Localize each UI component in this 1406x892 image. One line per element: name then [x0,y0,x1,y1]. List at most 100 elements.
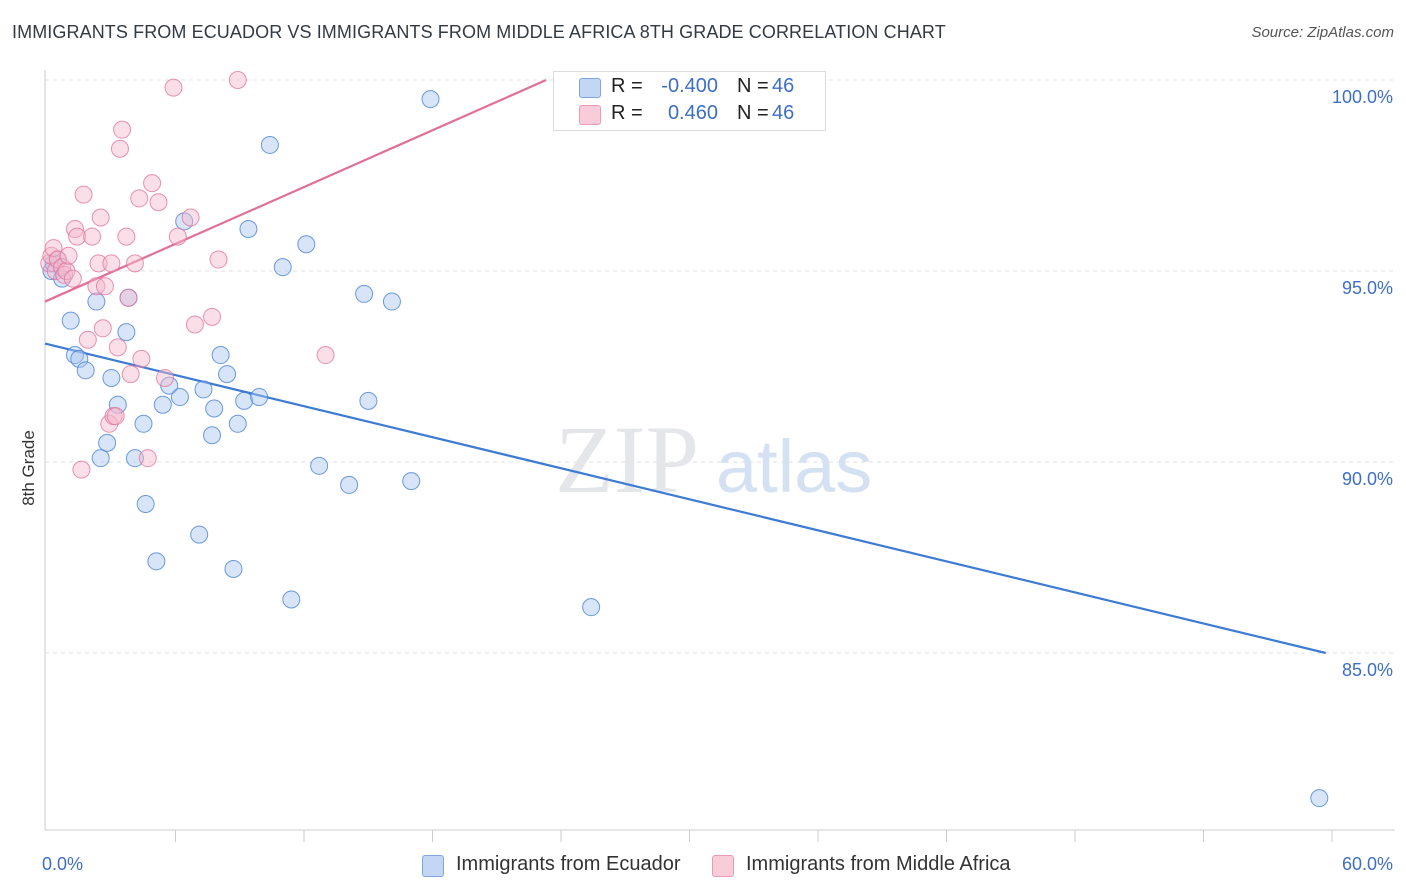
middle-africa-point [93,319,112,338]
ecuador-swatch [579,78,601,98]
ecuador-point [211,346,230,365]
y-tick-label: 85.0% [1342,660,1393,680]
ecuador-point [382,292,401,311]
ecuador-point [1310,789,1329,808]
middle-africa-point [130,189,149,208]
y-tick-labels: 100.0% 95.0% 90.0% 85.0% [1332,87,1393,680]
x-tick-label: 60.0% [1342,854,1393,874]
r-value: 0.460 [667,102,718,124]
middle-africa-point [63,269,82,288]
middle-africa-point [164,78,183,97]
ecuador-point [421,90,440,109]
ecuador-point [260,135,279,154]
middle-africa-point [95,277,114,296]
y-tick-label: 100.0% [1332,87,1393,107]
middle-africa-point [149,193,168,212]
ecuador-point [87,292,106,311]
ecuador-point [218,365,237,384]
y-tick-label: 95.0% [1342,278,1393,298]
middle-africa-legend-swatch [712,855,734,877]
r-label: R = [611,102,643,124]
ecuador-point [134,414,153,433]
r-value: -0.400 [661,75,718,97]
ecuador-point [297,235,316,254]
chart-title: IMMIGRANTS FROM ECUADOR VS IMMIGRANTS FR… [12,22,946,42]
r-label: R = [611,75,643,97]
ecuador-point [235,391,254,410]
middle-africa-trendline [44,78,547,303]
ecuador-point [91,449,110,468]
middle-africa-point [168,227,187,246]
middle-africa-point [44,239,63,258]
x-tick-label: 0.0% [42,854,83,874]
middle-africa-point [72,460,91,479]
middle-africa-point [110,139,129,158]
n-label: N = [737,75,769,97]
ecuador-point [582,598,601,617]
middle-africa-point [132,349,151,368]
middle-africa-point [68,227,87,246]
middle-africa-point [108,338,127,357]
ecuador-point [70,349,89,368]
middle-africa-point [209,250,228,269]
ecuador-point [102,368,121,387]
ecuador-point [340,475,359,494]
y-tick-label: 90.0% [1342,469,1393,489]
middle-africa-point [181,208,200,227]
middle-africa-point [138,449,157,468]
n-value: 46 [772,75,795,97]
n-value: 46 [772,102,795,124]
trendlines [44,78,1326,655]
ecuador-point [273,258,292,277]
middle-africa-point [59,246,78,265]
gridlines [45,79,1395,654]
data-points [40,71,1329,808]
middle-africa-point [106,407,125,426]
middle-africa-point [74,185,93,204]
ecuador-point [98,433,117,452]
ecuador-point [153,395,172,414]
stats-legend: R = -0.400 N = 46 R = 0.460 N = 46 [553,71,826,131]
stats-row-ecuador: R = -0.400 N = 46 [554,74,825,100]
ecuador-point [355,284,374,303]
ecuador-legend-swatch [422,855,444,877]
middle-africa-point [78,330,97,349]
ecuador-point [224,559,243,578]
middle-africa-point [316,346,335,365]
middle-africa-point [83,227,102,246]
ecuador-point [117,323,136,342]
middle-africa-point [228,71,247,89]
middle-africa-point [143,174,162,193]
ecuador-trendline [44,342,1326,655]
middle-africa-point [57,262,76,280]
middle-africa-point [185,315,204,334]
ecuador-point [170,388,189,407]
middle-africa-point [65,219,84,238]
middle-africa-point [125,254,144,273]
middle-africa-point [155,368,174,387]
ecuador-point [61,311,80,330]
middle-africa-point [113,120,132,139]
ecuador-point [205,399,224,418]
ecuador-point [190,525,209,544]
axes [44,70,1395,842]
ecuador-point [194,380,213,399]
middle-africa-point [117,227,136,246]
middle-africa-point [102,254,121,273]
middle-africa-point [121,365,140,384]
x-tick-labels: 0.0% 60.0% [42,854,1393,874]
ecuador-point [282,590,301,609]
middle-africa-point [89,254,108,273]
ecuador-point [359,391,378,410]
middle-africa-point [203,307,222,326]
source-label: Source: ZipAtlas.com [1251,24,1394,41]
watermark-atlas: atlas [716,425,872,508]
ecuador-point [136,495,155,514]
y-axis-label: 8th Grade [19,430,38,506]
ecuador-point [108,395,127,414]
middle-africa-swatch [579,105,601,125]
ecuador-point [250,388,269,407]
watermark: ZIP atlas [555,406,872,513]
ecuador-point [228,414,247,433]
